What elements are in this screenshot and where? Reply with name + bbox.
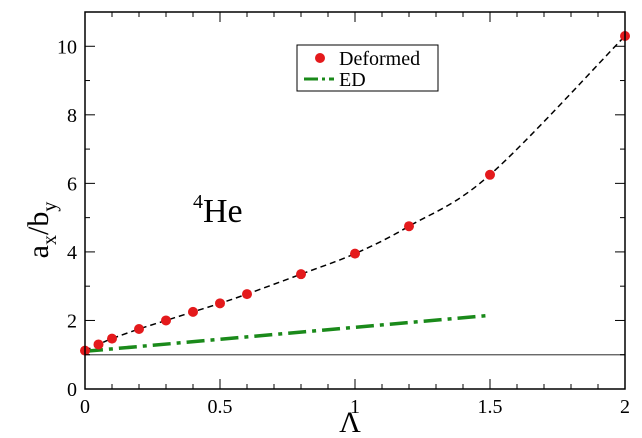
deformed-point (134, 324, 144, 335)
y-tick-label: 6 (67, 173, 77, 195)
x-tick-label: 1.5 (478, 396, 503, 418)
legend-label-deformed: Deformed (339, 48, 420, 70)
deformed-point (93, 339, 104, 350)
plot-area (80, 30, 630, 356)
deformed-point (350, 248, 360, 259)
deformed-point (161, 315, 171, 326)
x-tick-label: 0 (80, 396, 90, 418)
legend-marker-deformed (315, 53, 325, 63)
deformed-point (242, 289, 252, 300)
y-tick-label: 2 (67, 310, 77, 332)
y-tick-label: 4 (67, 242, 77, 264)
y-tick-label: 10 (57, 36, 77, 58)
x-tick-label: 0.5 (208, 396, 233, 418)
annotation-4he: 4He (193, 191, 243, 230)
deformed-point (107, 333, 117, 344)
y-tick-label: 8 (67, 105, 77, 127)
legend-box (296, 44, 439, 92)
deformed-point (296, 269, 306, 280)
x-axis-title: Λ (339, 406, 361, 438)
x-tick-label: 2 (620, 396, 630, 418)
axes: 0 0.5 1 1.5 2 0 2 4 6 8 10 (57, 11, 630, 418)
deformed-point (485, 169, 495, 180)
deformed-point (404, 221, 414, 232)
deformed-point (188, 306, 198, 317)
y-axis-title: ax/by (22, 202, 61, 259)
x-tick-label: 1 (350, 396, 360, 418)
legend: Deformed ED (296, 44, 439, 92)
legend-label-ed: ED (339, 69, 366, 91)
y-tick-label: 0 (67, 379, 77, 401)
deformed-point (215, 298, 225, 309)
ed-series-line (84, 313, 491, 354)
